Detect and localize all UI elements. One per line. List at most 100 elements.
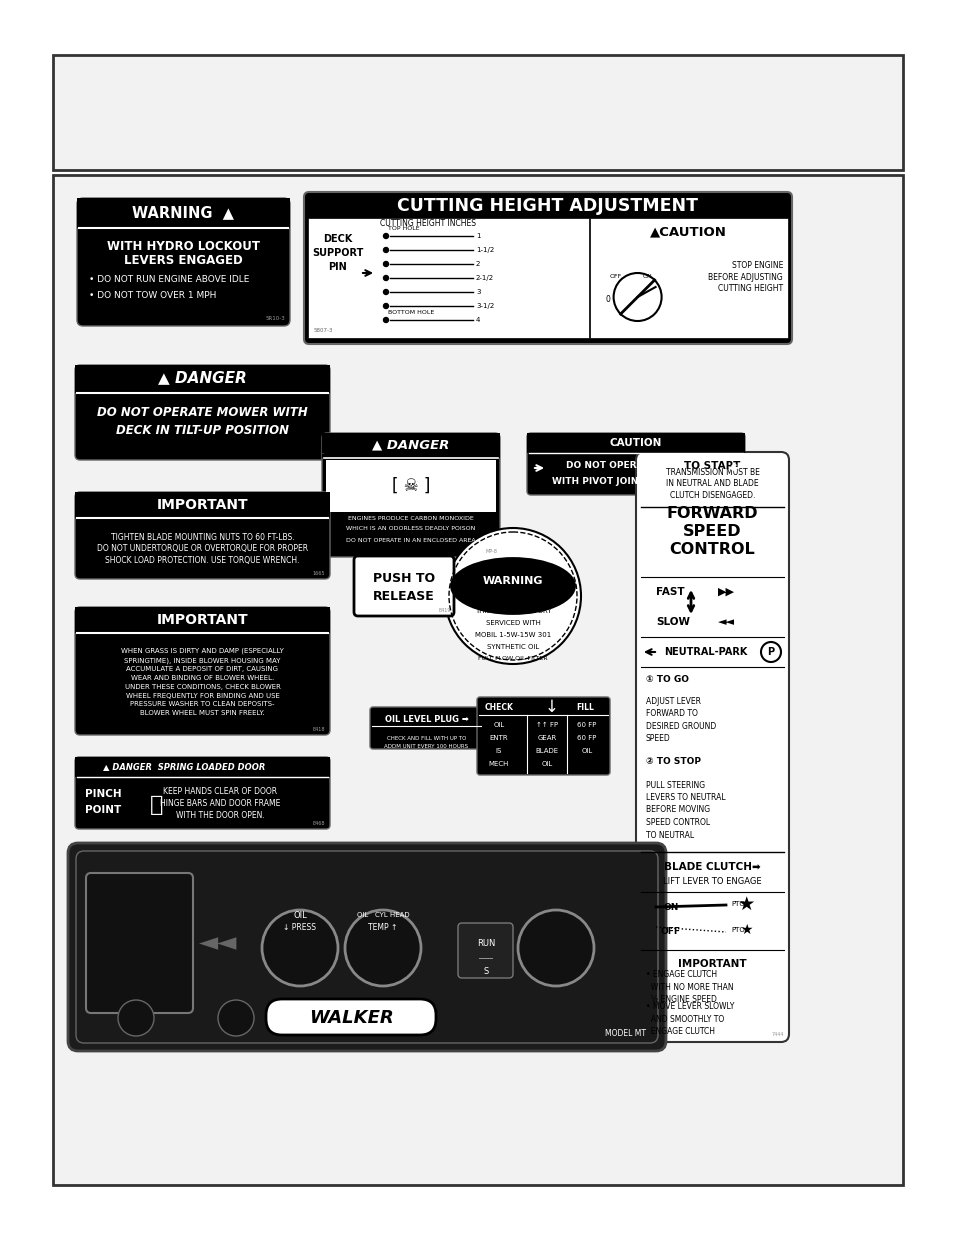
Text: PULL STEERING
LEVERS TO NEUTRAL
BEFORE MOVING
SPEED CONTROL
TO NEUTRAL: PULL STEERING LEVERS TO NEUTRAL BEFORE M… — [645, 781, 725, 840]
Text: CHECK AND FILL WITH UP TO: CHECK AND FILL WITH UP TO — [386, 736, 466, 741]
Bar — [77, 198, 290, 228]
FancyBboxPatch shape — [75, 606, 330, 735]
Text: BLADE: BLADE — [535, 748, 558, 755]
Text: MOBIL 1-5W-15W 301: MOBIL 1-5W-15W 301 — [475, 632, 551, 638]
Ellipse shape — [450, 557, 576, 615]
Text: ↓: ↓ — [544, 698, 558, 716]
Text: PTO: PTO — [730, 927, 744, 932]
Text: ADJUST LEVER
FORWARD TO
DESIRED GROUND
SPEED: ADJUST LEVER FORWARD TO DESIRED GROUND S… — [645, 697, 716, 743]
Text: IMPORTANT: IMPORTANT — [156, 498, 248, 513]
Bar — [53, 175, 902, 1186]
Text: WARNING  ▲: WARNING ▲ — [132, 205, 234, 221]
Text: ▶▶: ▶▶ — [717, 587, 734, 597]
Text: • DO NOT RUN ENGINE ABOVE IDLE: • DO NOT RUN ENGINE ABOVE IDLE — [89, 275, 249, 284]
Text: LIFT LEVER TO ENGAGE: LIFT LEVER TO ENGAGE — [662, 878, 761, 887]
Text: E468: E468 — [313, 821, 325, 826]
Text: 5R10-3: 5R10-3 — [265, 316, 285, 321]
FancyBboxPatch shape — [476, 697, 609, 776]
Text: ↑↑ FP: ↑↑ FP — [536, 722, 558, 727]
Text: ON: ON — [662, 903, 678, 911]
Text: ▲ DANGER  SPRING LOADED DOOR: ▲ DANGER SPRING LOADED DOOR — [103, 762, 266, 772]
Text: 1: 1 — [476, 233, 480, 240]
Text: CAUTION: CAUTION — [609, 438, 661, 448]
Circle shape — [383, 289, 388, 294]
Circle shape — [345, 910, 420, 986]
Text: ――: ―― — [478, 955, 493, 961]
Text: OIL   CYL HEAD: OIL CYL HEAD — [356, 911, 409, 918]
Text: 7444: 7444 — [771, 1032, 783, 1037]
Ellipse shape — [444, 529, 580, 664]
Text: • ENGAGE CLUTCH
  WITH NO MORE THAN
  ½ ENGINE SPEED: • ENGAGE CLUTCH WITH NO MORE THAN ½ ENGI… — [645, 969, 733, 1004]
Text: ★: ★ — [739, 923, 752, 937]
Text: ▲CAUTION: ▲CAUTION — [650, 226, 726, 238]
Text: P: P — [766, 647, 774, 657]
Text: ◄◄: ◄◄ — [717, 618, 734, 627]
Text: OIL LEVEL PLUG ➡: OIL LEVEL PLUG ➡ — [384, 715, 468, 724]
Text: DO NOT UNDERTORQUE OR OVERTORQUE FOR PROPER: DO NOT UNDERTORQUE OR OVERTORQUE FOR PRO… — [97, 545, 308, 553]
Text: ② TO STOP: ② TO STOP — [645, 757, 700, 767]
FancyBboxPatch shape — [75, 757, 330, 829]
FancyBboxPatch shape — [75, 366, 330, 459]
FancyBboxPatch shape — [76, 851, 658, 1044]
Text: IMPORTANT: IMPORTANT — [156, 613, 248, 627]
Circle shape — [262, 910, 337, 986]
FancyBboxPatch shape — [370, 706, 482, 748]
Text: E418: E418 — [313, 727, 325, 732]
Text: OIL: OIL — [293, 910, 307, 920]
Text: WARNING: WARNING — [482, 576, 542, 585]
Text: ON: ON — [642, 274, 652, 279]
Text: WHICH IS AN ODORLESS DEADLY POISON: WHICH IS AN ODORLESS DEADLY POISON — [346, 526, 476, 531]
Text: 2: 2 — [476, 261, 480, 267]
FancyBboxPatch shape — [266, 999, 436, 1035]
Text: OIL: OIL — [493, 722, 504, 727]
Text: OIL: OIL — [580, 748, 592, 755]
Text: KEEP HANDS CLEAR OF DOOR: KEEP HANDS CLEAR OF DOOR — [163, 788, 276, 797]
FancyBboxPatch shape — [322, 433, 499, 557]
FancyBboxPatch shape — [636, 452, 788, 1042]
Text: • DO NOT TOW OVER 1 MPH: • DO NOT TOW OVER 1 MPH — [89, 290, 216, 300]
Text: PTO: PTO — [730, 902, 744, 906]
Text: TIGHTEN BLADE MOUNTING NUTS TO 60 FT-LBS.: TIGHTEN BLADE MOUNTING NUTS TO 60 FT-LBS… — [111, 532, 294, 541]
Text: ① TO GO: ① TO GO — [645, 676, 688, 684]
Text: IMPORTANT: IMPORTANT — [678, 960, 746, 969]
Bar — [75, 366, 330, 393]
Text: GEAR: GEAR — [537, 735, 556, 741]
Text: 5807-3: 5807-3 — [314, 329, 334, 333]
Text: WITH THE DOOR OPEN.: WITH THE DOOR OPEN. — [175, 811, 264, 820]
Circle shape — [383, 233, 388, 238]
Text: FAST: FAST — [656, 587, 684, 597]
Circle shape — [383, 247, 388, 252]
Text: THIS UNIT IS FACTORY: THIS UNIT IS FACTORY — [475, 608, 551, 614]
Text: OFF: OFF — [609, 274, 621, 279]
Text: BLADE CLUTCH➡: BLADE CLUTCH➡ — [663, 862, 760, 872]
Bar — [75, 606, 330, 634]
Circle shape — [383, 317, 388, 322]
Text: CUTTING HEIGHT INCHES: CUTTING HEIGHT INCHES — [379, 220, 476, 228]
Text: E419: E419 — [438, 608, 451, 613]
Circle shape — [218, 1000, 253, 1036]
FancyBboxPatch shape — [526, 433, 744, 495]
Bar — [589, 219, 787, 338]
Text: BOTTOM HOLE: BOTTOM HOLE — [388, 310, 434, 315]
Bar — [322, 433, 499, 458]
Text: 3-1/2: 3-1/2 — [476, 303, 494, 309]
Text: RUN: RUN — [476, 939, 495, 947]
Text: NEUTRAL-PARK: NEUTRAL-PARK — [663, 647, 746, 657]
Text: [ ☠ ]: [ ☠ ] — [392, 477, 430, 495]
Text: ✋: ✋ — [151, 795, 164, 815]
Text: DO NOT OPERATE MACHINE: DO NOT OPERATE MACHINE — [565, 461, 705, 469]
Text: IS: IS — [496, 748, 501, 755]
Text: MECH: MECH — [488, 761, 509, 767]
Bar — [308, 219, 588, 338]
Text: • MOVE LEVER SLOWLY
  AND SMOOTHLY TO
  ENGAGE CLUTCH: • MOVE LEVER SLOWLY AND SMOOTHLY TO ENGA… — [645, 1002, 734, 1036]
Text: LEVERS ENGAGED: LEVERS ENGAGED — [124, 254, 243, 268]
Bar — [75, 757, 330, 777]
Text: FORWARD
SPEED
CONTROL: FORWARD SPEED CONTROL — [666, 506, 758, 557]
Text: OFF: OFF — [660, 927, 680, 936]
Text: ◄◄: ◄◄ — [198, 931, 237, 955]
Text: CHECK: CHECK — [484, 703, 513, 711]
Text: WHEN GRASS IS DIRTY AND DAMP (ESPECIALLY
SPRINGTIME), INSIDE BLOWER HOUSING MAY
: WHEN GRASS IS DIRTY AND DAMP (ESPECIALLY… — [121, 648, 284, 716]
FancyBboxPatch shape — [457, 923, 513, 978]
Bar — [326, 459, 496, 513]
Circle shape — [383, 304, 388, 309]
